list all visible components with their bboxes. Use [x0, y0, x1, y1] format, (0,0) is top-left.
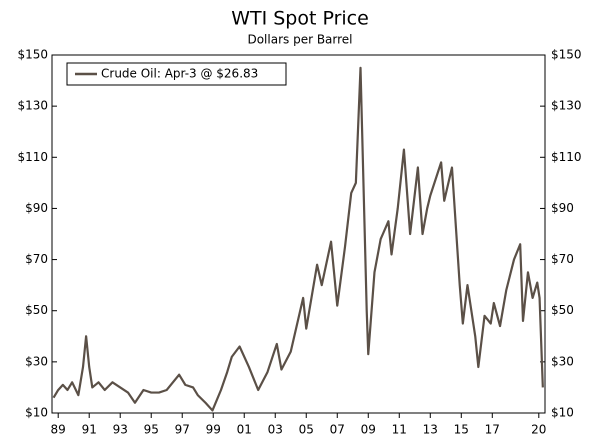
x-tick-label: 01: [237, 423, 252, 437]
y2-tick-label: $130: [551, 99, 582, 113]
x-tick-label: 05: [299, 423, 314, 437]
x-tick-label: 20: [531, 423, 546, 437]
x-tick-label: 93: [113, 423, 128, 437]
y-tick-label: $110: [17, 150, 48, 164]
y-tick-label: $150: [17, 48, 48, 62]
chart-title: WTI Spot Price: [231, 8, 369, 30]
y2-tick-label: $110: [551, 150, 582, 164]
y2-tick-label: $90: [551, 201, 574, 215]
x-tick-label: 99: [206, 423, 221, 437]
plot-frame: [51, 54, 546, 414]
x-tick-label: 91: [82, 423, 97, 437]
x-tick-label: 09: [361, 423, 376, 437]
legend-box: [66, 62, 287, 86]
x-tick-label: 95: [144, 423, 159, 437]
y-tick-label: $50: [25, 303, 48, 317]
y-tick-label: $10: [25, 406, 48, 420]
x-tick-label: 17: [485, 423, 500, 437]
y-tick-label: $130: [17, 99, 48, 113]
x-tick-label: 97: [175, 423, 190, 437]
x-tick-label: 03: [268, 423, 283, 437]
x-tick-label: 11: [392, 423, 407, 437]
y2-tick-label: $50: [551, 303, 574, 317]
chart-subtitle: Dollars per Barrel: [247, 33, 352, 47]
y2-tick-label: $30: [551, 354, 574, 368]
x-tick-label: 89: [51, 423, 66, 437]
line-series: [52, 66, 544, 412]
y2-tick-label: $150: [551, 48, 582, 62]
x-tick-label: 13: [423, 423, 438, 437]
y2-tick-label: $10: [551, 406, 574, 420]
y2-tick-label: $70: [551, 252, 574, 266]
x-tick-label: 15: [454, 423, 469, 437]
y-tick-label: $90: [25, 201, 48, 215]
y-tick-label: $30: [25, 354, 48, 368]
x-tick-label: 07: [330, 423, 345, 437]
y-tick-label: $70: [25, 252, 48, 266]
legend-label: Crude Oil: Apr-3 @ $26.83: [101, 67, 258, 81]
